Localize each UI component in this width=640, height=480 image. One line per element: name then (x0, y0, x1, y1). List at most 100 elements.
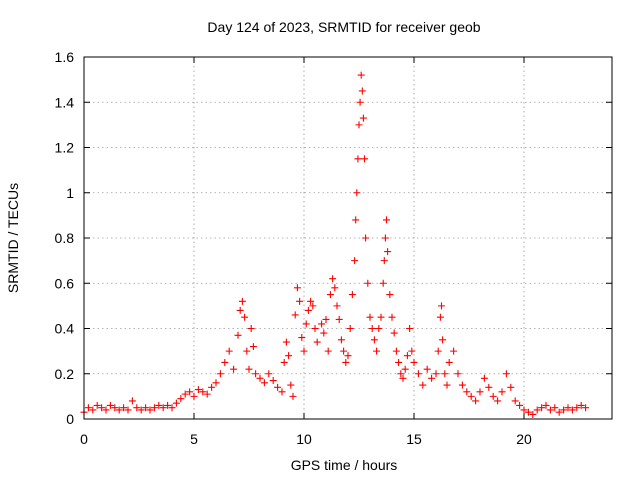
data-point (351, 257, 359, 265)
data-point (120, 404, 128, 412)
data-point (355, 121, 363, 129)
data-point (274, 383, 282, 391)
data-point (225, 347, 233, 355)
data-point (216, 370, 224, 378)
data-point (476, 388, 484, 396)
data-point (555, 408, 563, 416)
data-point (356, 98, 364, 106)
data-point (241, 313, 249, 321)
data-point (494, 397, 502, 405)
data-point (133, 404, 141, 412)
data-point (436, 313, 444, 321)
data-point (337, 336, 345, 344)
data-point (265, 370, 273, 378)
data-point (577, 401, 585, 409)
data-point (443, 381, 451, 389)
y-tick-label: 1.4 (55, 94, 75, 110)
data-point (203, 390, 211, 398)
data-point (298, 334, 306, 342)
data-point (511, 397, 519, 405)
data-point (278, 388, 286, 396)
y-tick-labels: 0 0.2 0.4 0.6 0.8 1 1.2 1.4 1.6 (55, 49, 75, 427)
data-point (84, 404, 92, 412)
x-tick-label: 0 (80, 431, 88, 447)
data-point (342, 358, 350, 366)
data-point (352, 216, 360, 224)
data-point (89, 406, 97, 414)
data-point (137, 406, 145, 414)
data-point (309, 302, 317, 310)
data-point (441, 370, 449, 378)
data-point (428, 374, 436, 382)
data-point (406, 325, 414, 332)
data-point (221, 358, 229, 366)
data-point (582, 404, 590, 412)
data-point (256, 374, 264, 382)
data-point (280, 358, 288, 366)
data-point (353, 189, 361, 197)
data-point (480, 374, 488, 382)
data-point (190, 392, 198, 400)
x-axis-label: GPS time / hours (291, 457, 398, 473)
data-point (489, 392, 497, 400)
data-point (408, 347, 416, 355)
data-point (102, 406, 110, 414)
data-point (346, 325, 354, 332)
x-tick-label: 15 (406, 431, 422, 447)
data-point (357, 71, 365, 79)
data-point (390, 329, 398, 337)
data-point (354, 155, 362, 163)
data-point (111, 404, 119, 412)
data-point (538, 404, 546, 412)
data-point (304, 306, 312, 314)
data-point (381, 234, 389, 242)
data-point (307, 297, 315, 305)
data-point (230, 365, 238, 373)
data-point (529, 410, 537, 418)
data-point (186, 388, 194, 396)
data-point (377, 313, 385, 321)
data-point (238, 297, 246, 305)
y-tick-label: 1 (66, 185, 74, 201)
data-point (260, 379, 268, 387)
data-point (320, 329, 328, 337)
y-tick-label: 0.8 (55, 230, 75, 246)
data-point (313, 338, 321, 346)
data-point (252, 370, 260, 378)
data-point (401, 365, 409, 373)
data-point (403, 352, 411, 360)
data-point (150, 404, 158, 412)
data-point (289, 392, 297, 400)
chart-title: Day 124 of 2023, SRMTID for receiver geo… (207, 19, 480, 35)
data-point (300, 347, 308, 355)
data-point (395, 358, 403, 366)
data-point (311, 325, 319, 332)
data-point (285, 352, 293, 360)
data-point (502, 370, 510, 378)
data-point (516, 401, 524, 409)
data-point (293, 284, 301, 292)
data-point (434, 347, 442, 355)
x-tick-label: 20 (516, 431, 532, 447)
data-point (397, 370, 405, 378)
data-point (450, 347, 458, 355)
data-point (106, 401, 114, 409)
grid-layer (84, 57, 612, 419)
data-point (388, 313, 396, 321)
data-point (463, 388, 471, 396)
data-point (333, 302, 341, 310)
data-point (291, 311, 299, 319)
data-point (287, 381, 295, 389)
data-point (414, 370, 422, 378)
data-point (467, 392, 475, 400)
data-point (155, 401, 163, 409)
data-point (245, 365, 253, 373)
data-point (375, 325, 383, 332)
data-point (168, 404, 176, 412)
data-point (546, 406, 554, 414)
data-point (236, 306, 244, 314)
data-point (384, 248, 392, 256)
data-point (423, 365, 431, 373)
y-tick-label: 1.6 (55, 49, 75, 65)
data-point (322, 315, 330, 323)
